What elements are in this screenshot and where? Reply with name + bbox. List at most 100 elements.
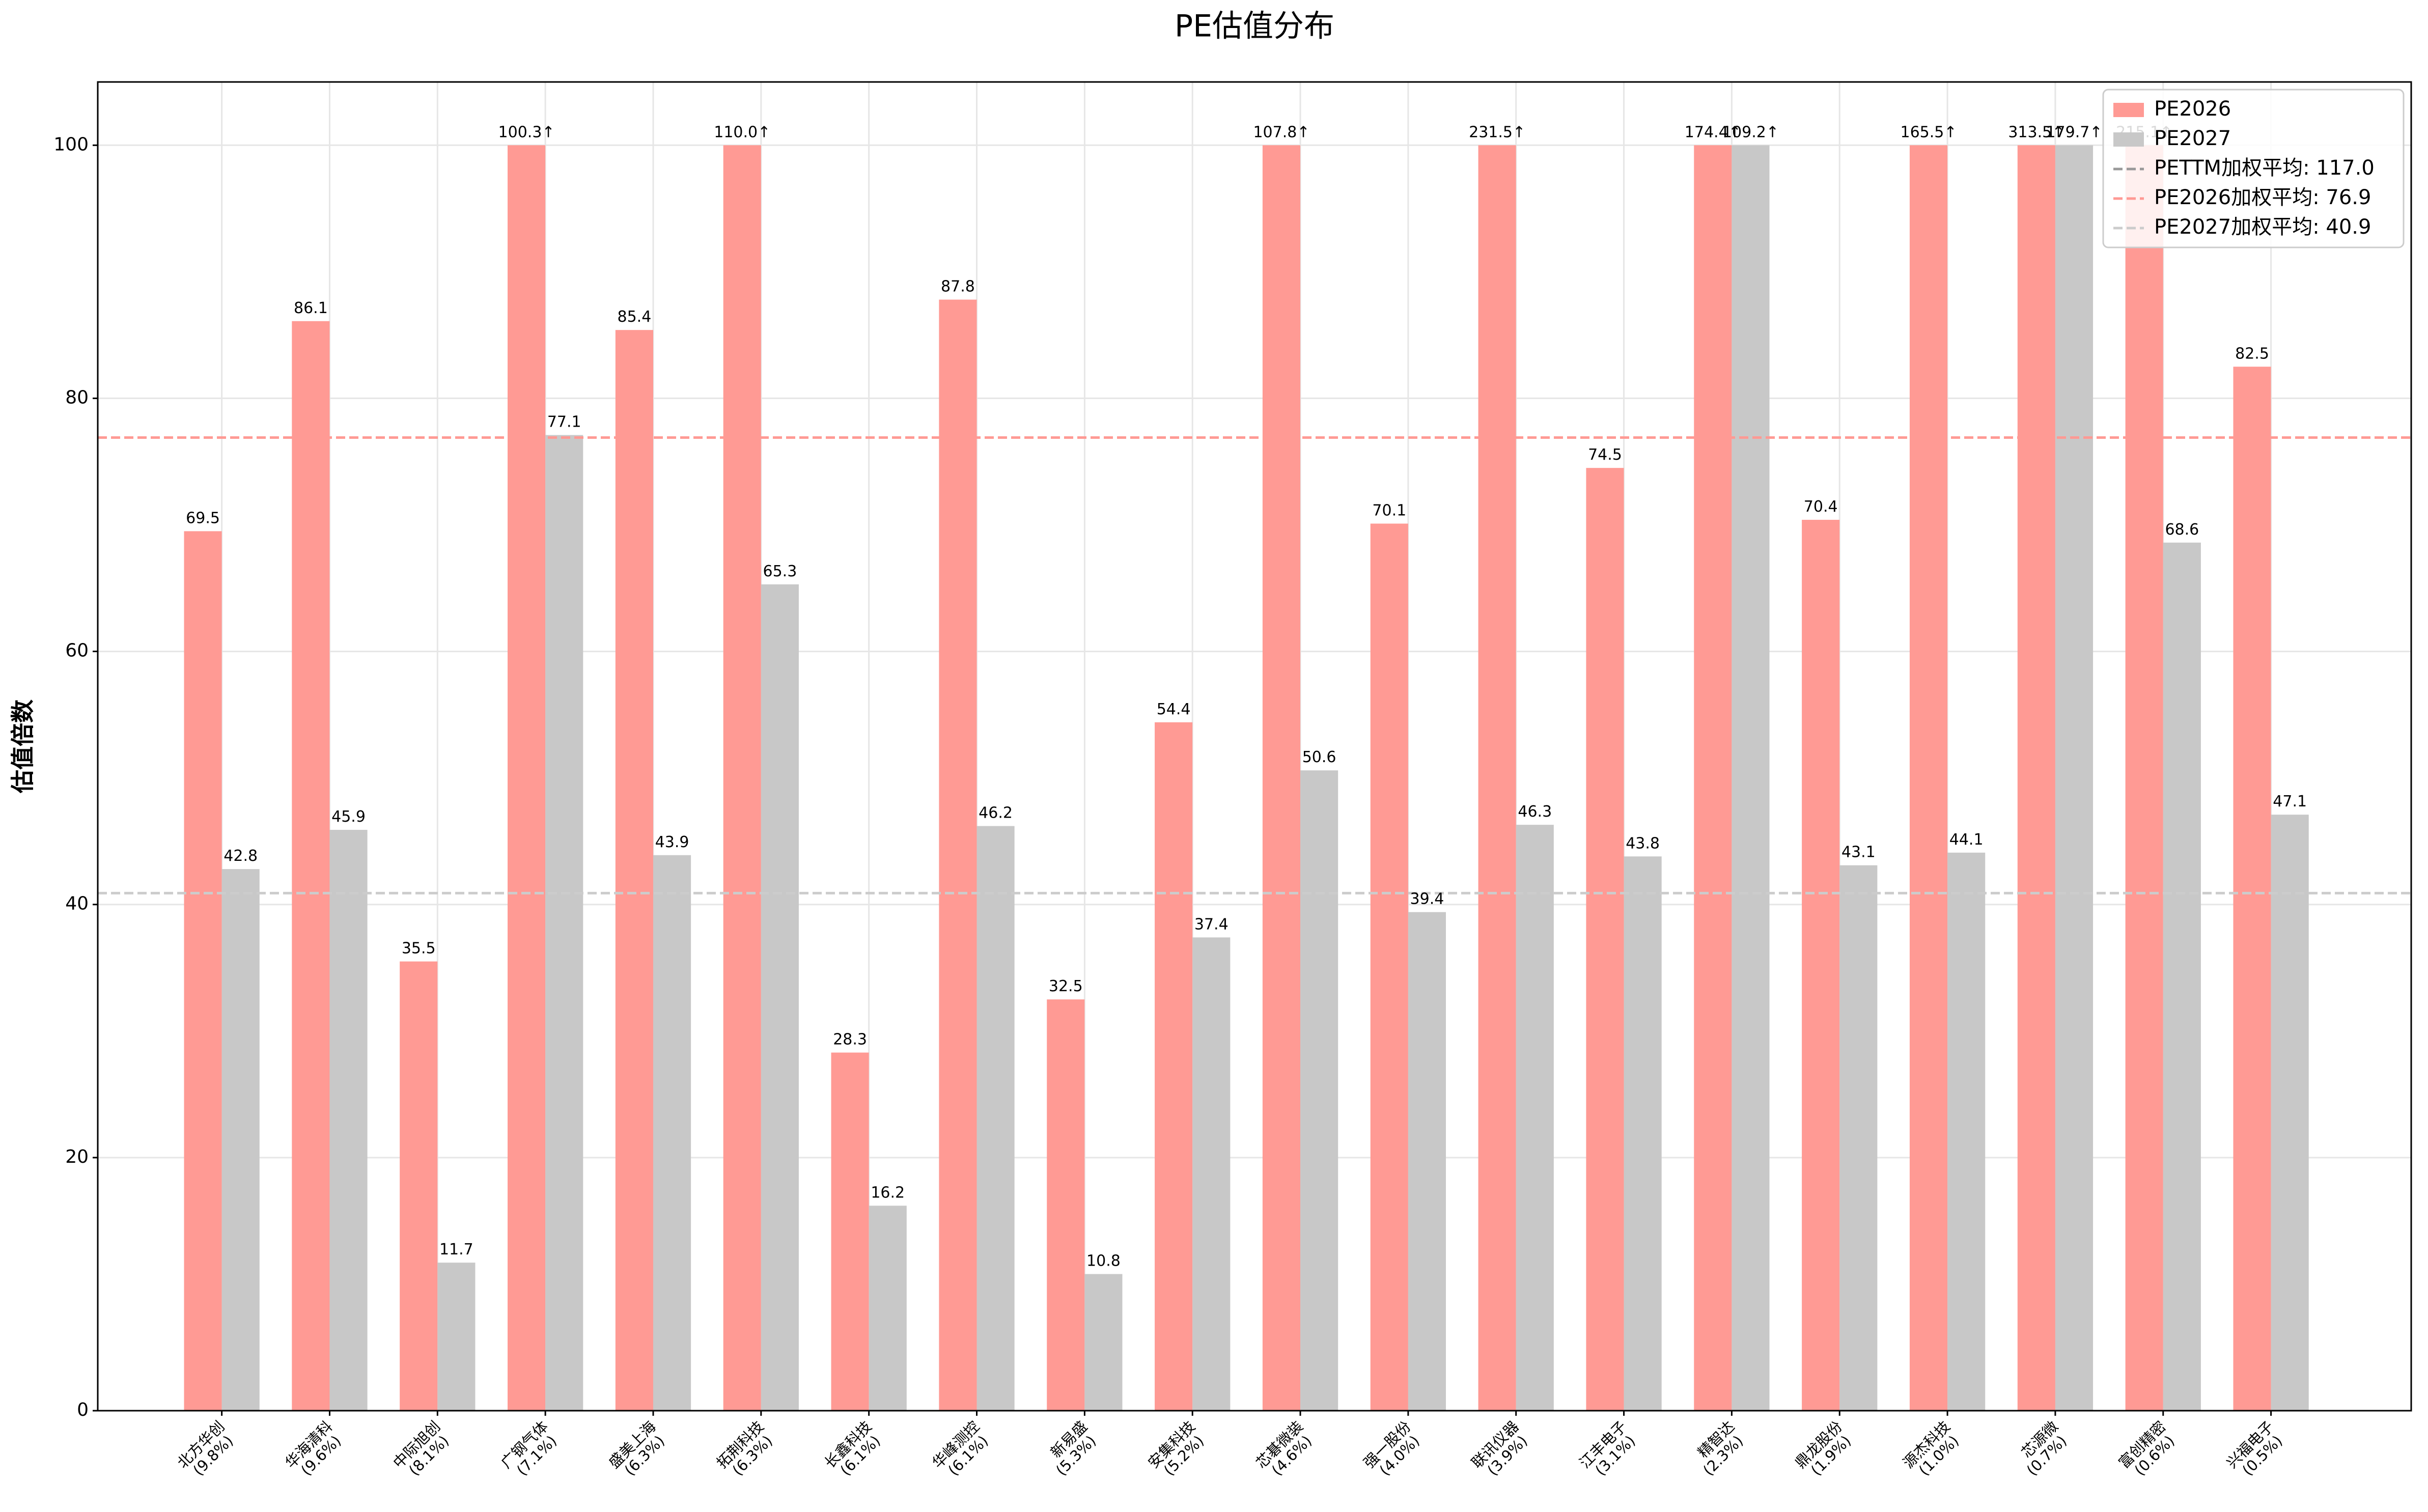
- value-label: 45.9: [331, 808, 366, 826]
- value-label: 77.1: [547, 413, 581, 431]
- bar: [1478, 145, 1516, 1411]
- bar: [653, 855, 691, 1411]
- value-label: 43.1: [1841, 844, 1876, 861]
- y-tick-label: 0: [77, 1399, 89, 1420]
- value-label: 16.2: [871, 1184, 905, 1201]
- bar: [292, 321, 330, 1411]
- bar: [329, 830, 368, 1411]
- bar: [2233, 367, 2271, 1411]
- legend-swatch: [2113, 132, 2144, 147]
- bar: [1516, 825, 1554, 1411]
- value-label: 82.5: [2235, 345, 2269, 362]
- legend-label: PETTM加权平均: 117.0: [2154, 156, 2375, 180]
- value-label: 70.4: [1804, 498, 1838, 516]
- x-tick-label-group: 芯碁微装(4.6%): [1252, 1418, 1315, 1479]
- x-tick-label-group: 长鑫科技(6.1%): [821, 1418, 884, 1479]
- value-label: 37.4: [1194, 915, 1229, 933]
- bar: [221, 869, 260, 1411]
- bar: [1947, 852, 1986, 1411]
- value-label: 74.5: [1588, 446, 1622, 464]
- value-label: 109.2↑: [1722, 123, 1779, 141]
- value-label: 231.5↑: [1469, 123, 1525, 141]
- bar: [1624, 856, 1662, 1411]
- value-label: 68.6: [2165, 521, 2199, 539]
- value-label: 65.3: [763, 563, 797, 580]
- value-label: 50.6: [1302, 748, 1336, 766]
- x-tick-label-group: 安集科技(5.2%): [1145, 1418, 1207, 1479]
- value-label: 39.4: [1410, 890, 1444, 908]
- value-label: 35.5: [402, 940, 436, 958]
- bar: [939, 299, 977, 1411]
- value-label: 28.3: [833, 1031, 867, 1049]
- value-label: 70.1: [1372, 502, 1406, 520]
- value-label: 47.1: [2273, 793, 2307, 810]
- bar: [1300, 770, 1338, 1411]
- value-label: 69.5: [186, 509, 220, 527]
- value-label: 43.8: [1626, 834, 1660, 852]
- x-tick-label-group: 广钢气体(7.1%): [497, 1418, 560, 1479]
- value-label: 110.0↑: [714, 123, 770, 141]
- value-labels: 69.5 86.1 35.5 100.3↑ 85.4 110.0↑ 28.3 87.8 32.5…: [186, 123, 2307, 1270]
- bar: [1909, 145, 1948, 1411]
- bar: [2125, 145, 2163, 1411]
- x-tick-label-group: 拓荆科技(6.3%): [713, 1418, 776, 1479]
- value-label: 100.3↑: [498, 123, 555, 141]
- bar: [1084, 1274, 1123, 1411]
- value-label: 44.1: [1949, 831, 1984, 849]
- legend-box: [2102, 89, 2405, 248]
- y-tick-label: 20: [65, 1146, 89, 1167]
- bar: [976, 826, 1015, 1411]
- x-tick-label-group: 强一股份(4.0%): [1360, 1418, 1423, 1479]
- legend-label: PE2026加权平均: 76.9: [2154, 186, 2371, 209]
- x-tick-label-group: 芯源微(0.7%): [2018, 1418, 2070, 1479]
- legend-swatch: [2113, 103, 2144, 117]
- value-label: 11.7: [439, 1241, 473, 1258]
- bar: [2055, 145, 2094, 1411]
- bar: [761, 584, 799, 1411]
- y-tick-label: 80: [65, 387, 89, 408]
- y-tick-label: 60: [65, 640, 89, 661]
- bar: [1586, 468, 1624, 1411]
- value-label: 87.8: [941, 278, 975, 296]
- chart-title: PE估值分布: [1175, 9, 1334, 44]
- legend-label: PE2027: [2154, 127, 2231, 150]
- bar: [1370, 523, 1408, 1411]
- bar: [1047, 999, 1085, 1411]
- bar: [545, 435, 583, 1411]
- legend-label: PE2026: [2154, 97, 2231, 121]
- bar: [1694, 145, 1732, 1411]
- value-label: 174.4↑: [1685, 123, 1741, 141]
- x-tick-label-group: 鼎龙股份(1.9%): [1792, 1418, 1854, 1479]
- x-tick-label-group: 江丰电子(3.1%): [1576, 1418, 1639, 1479]
- bar: [1262, 145, 1301, 1411]
- x-tick-label-group: 精智达(2.3%): [1694, 1418, 1747, 1479]
- plot-area: [98, 145, 2411, 1411]
- value-label: 179.7↑: [2046, 123, 2102, 141]
- bar: [831, 1052, 869, 1411]
- value-label: 165.5↑: [1900, 123, 1957, 141]
- x-tick-label-group: 华峰测控(6.1%): [929, 1418, 991, 1479]
- x-tick-label-group: 中际旭创(8.1%): [389, 1418, 452, 1479]
- bar: [1408, 912, 1446, 1411]
- bar: [1802, 520, 1840, 1411]
- value-label: 85.4: [618, 308, 652, 326]
- value-label: 107.8↑: [1253, 123, 1309, 141]
- x-tick-label-group: 兴福电子(0.5%): [2223, 1418, 2286, 1479]
- bar: [2017, 145, 2055, 1411]
- bar: [1155, 722, 1193, 1411]
- bar: [1192, 937, 1231, 1411]
- plot-frame: [97, 81, 2412, 1412]
- y-tick-label: 100: [53, 134, 89, 155]
- bar: [2271, 815, 2309, 1411]
- x-tick-label-group: 新易盛(5.3%): [1047, 1418, 1100, 1479]
- bar: [507, 145, 546, 1411]
- bar: [2163, 542, 2201, 1411]
- bar: [869, 1206, 907, 1411]
- bar: [723, 145, 761, 1411]
- value-label: 43.9: [655, 833, 689, 851]
- x-tick-label-group: 盛美上海(6.3%): [605, 1418, 668, 1479]
- y-tick-label: 40: [65, 893, 89, 914]
- legend-label: PE2027加权平均: 40.9: [2154, 215, 2371, 239]
- value-label: 42.8: [224, 847, 258, 865]
